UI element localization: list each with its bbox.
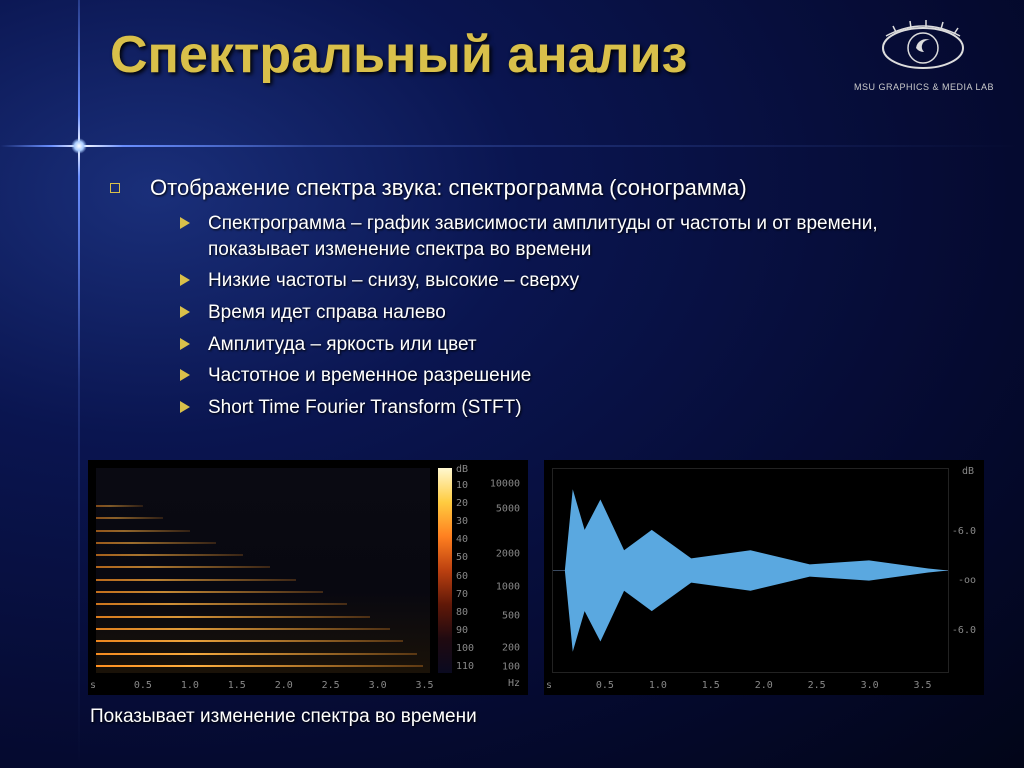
waveform-chart: dB -6.0 -oo -6.0 0.5 1.0 1.5 2.0 2.5 3.0 3.5 s: [544, 460, 984, 695]
spectrogram-x-ticks: 0.5 1.0 1.5 2.0 2.5 3.0 3.5: [96, 677, 448, 691]
lens-flare-horizontal: [0, 145, 1024, 147]
harmonic-line: [96, 640, 403, 642]
x-tick-label: 1.0: [649, 680, 667, 691]
y-tick-label: 5000: [496, 504, 520, 515]
waveform-plot-area: [552, 468, 949, 673]
y-tick-label: 10000: [490, 479, 520, 490]
sub-bullet-text: Частотное и временное разрешение: [208, 363, 531, 389]
sub-bullet-text: Спектрограмма – график зависимости ампли…: [208, 211, 984, 262]
sub-bullet: Short Time Fourier Transform (STFT): [180, 395, 984, 421]
harmonic-line: [96, 554, 243, 556]
sub-bullet-text: Низкие частоты – снизу, высокие – сверху: [208, 268, 579, 294]
y-tick-label: 1000: [496, 581, 520, 592]
waveform-x-ticks: 0.5 1.0 1.5 2.0 2.5 3.0 3.5: [552, 677, 949, 691]
harmonic-line: [96, 628, 390, 630]
spec-x-unit: s: [90, 680, 96, 691]
colorbar-tick: 110: [456, 661, 474, 672]
colorbar-tick: 40: [456, 534, 468, 545]
lens-flare-core: [71, 138, 87, 154]
square-bullet-icon: [110, 183, 120, 193]
content-area: Отображение спектра звука: спектрограмма…: [110, 175, 984, 426]
colorbar-tick: 80: [456, 607, 468, 618]
wave-y-bottom: -6.0: [952, 625, 976, 636]
colorbar-tick: 20: [456, 498, 468, 509]
triangle-bullet-icon: [180, 338, 190, 350]
x-tick-label: 2.0: [755, 680, 773, 691]
colorbar-tick: 10: [456, 480, 468, 491]
x-tick-label: 3.5: [416, 680, 434, 691]
bottom-caption: Показывает изменение спектра во времени: [90, 706, 477, 728]
sub-bullet: Низкие частоты – снизу, высокие – сверху: [180, 268, 984, 294]
y-tick-label: 2000: [496, 549, 520, 560]
eye-logo-icon: [876, 18, 971, 78]
y-tick-label: 100: [502, 661, 520, 672]
colorbar-tick: 60: [456, 571, 468, 582]
spectrogram-y-ticks: 10000500020001000500200100Hz: [484, 468, 522, 673]
main-bullet-text: Отображение спектра звука: спектрограмма…: [150, 175, 747, 201]
main-bullet: Отображение спектра звука: спектрограмма…: [110, 175, 984, 201]
x-tick-label: 1.5: [702, 680, 720, 691]
colorbar-tick: 50: [456, 552, 468, 563]
waveform-svg: [553, 469, 948, 672]
slide-title: Спектральный анализ: [110, 28, 687, 83]
sub-bullet: Спектрограмма – график зависимости ампли…: [180, 211, 984, 262]
colorbar-tick: 90: [456, 625, 468, 636]
wave-y-unit: dB: [962, 466, 974, 477]
colorbar-tick: 70: [456, 589, 468, 600]
harmonic-line: [96, 591, 323, 593]
x-tick-label: 1.5: [228, 680, 246, 691]
harmonic-line: [96, 665, 423, 667]
x-tick-label: 3.5: [914, 680, 932, 691]
x-tick-label: 3.0: [369, 680, 387, 691]
logo-block: MSU GRAPHICS & MEDIA LAB: [854, 18, 994, 92]
x-tick-label: 0.5: [596, 680, 614, 691]
colorbar: [438, 468, 452, 673]
wave-y-center: -oo: [958, 575, 976, 586]
harmonic-line: [96, 653, 417, 655]
sub-bullet-text: Short Time Fourier Transform (STFT): [208, 395, 522, 421]
triangle-bullet-icon: [180, 217, 190, 229]
y-tick-label: 500: [502, 610, 520, 621]
x-tick-label: 0.5: [134, 680, 152, 691]
harmonic-line: [96, 542, 216, 544]
harmonic-line: [96, 603, 347, 605]
sub-bullet: Частотное и временное разрешение: [180, 363, 984, 389]
triangle-bullet-icon: [180, 401, 190, 413]
sub-bullet-text: Амплитуда – яркость или цвет: [208, 332, 477, 358]
colorbar-tick: 100: [456, 643, 474, 654]
triangle-bullet-icon: [180, 306, 190, 318]
x-tick-label: 2.5: [322, 680, 340, 691]
wave-y-top: -6.0: [952, 526, 976, 537]
x-tick-label: 3.0: [861, 680, 879, 691]
colorbar-unit: dB: [456, 464, 468, 475]
logo-caption: MSU GRAPHICS & MEDIA LAB: [854, 82, 994, 92]
sub-bullet-list: Спектрограмма – график зависимости ампли…: [180, 211, 984, 420]
sub-bullet-text: Время идет справа налево: [208, 300, 446, 326]
x-tick-label: 1.0: [181, 680, 199, 691]
triangle-bullet-icon: [180, 369, 190, 381]
triangle-bullet-icon: [180, 274, 190, 286]
spectrogram-chart: dB102030405060708090100110 1000050002000…: [88, 460, 528, 695]
spectrogram-plot-area: [96, 468, 430, 673]
harmonic-line: [96, 579, 296, 581]
harmonic-line: [96, 530, 190, 532]
wave-x-unit: s: [546, 680, 552, 691]
x-tick-label: 2.0: [275, 680, 293, 691]
sub-bullet: Время идет справа налево: [180, 300, 984, 326]
harmonic-line: [96, 517, 163, 519]
harmonic-line: [96, 616, 370, 618]
x-tick-label: 2.5: [808, 680, 826, 691]
harmonic-line: [96, 566, 270, 568]
colorbar-tick: 30: [456, 516, 468, 527]
spec-y-unit: Hz: [508, 678, 520, 689]
harmonic-line: [96, 505, 143, 507]
y-tick-label: 200: [502, 643, 520, 654]
colorbar-ticks: dB102030405060708090100110: [456, 468, 482, 673]
lens-flare-vertical: [78, 0, 80, 768]
sub-bullet: Амплитуда – яркость или цвет: [180, 332, 984, 358]
charts-row: dB102030405060708090100110 1000050002000…: [88, 460, 984, 695]
